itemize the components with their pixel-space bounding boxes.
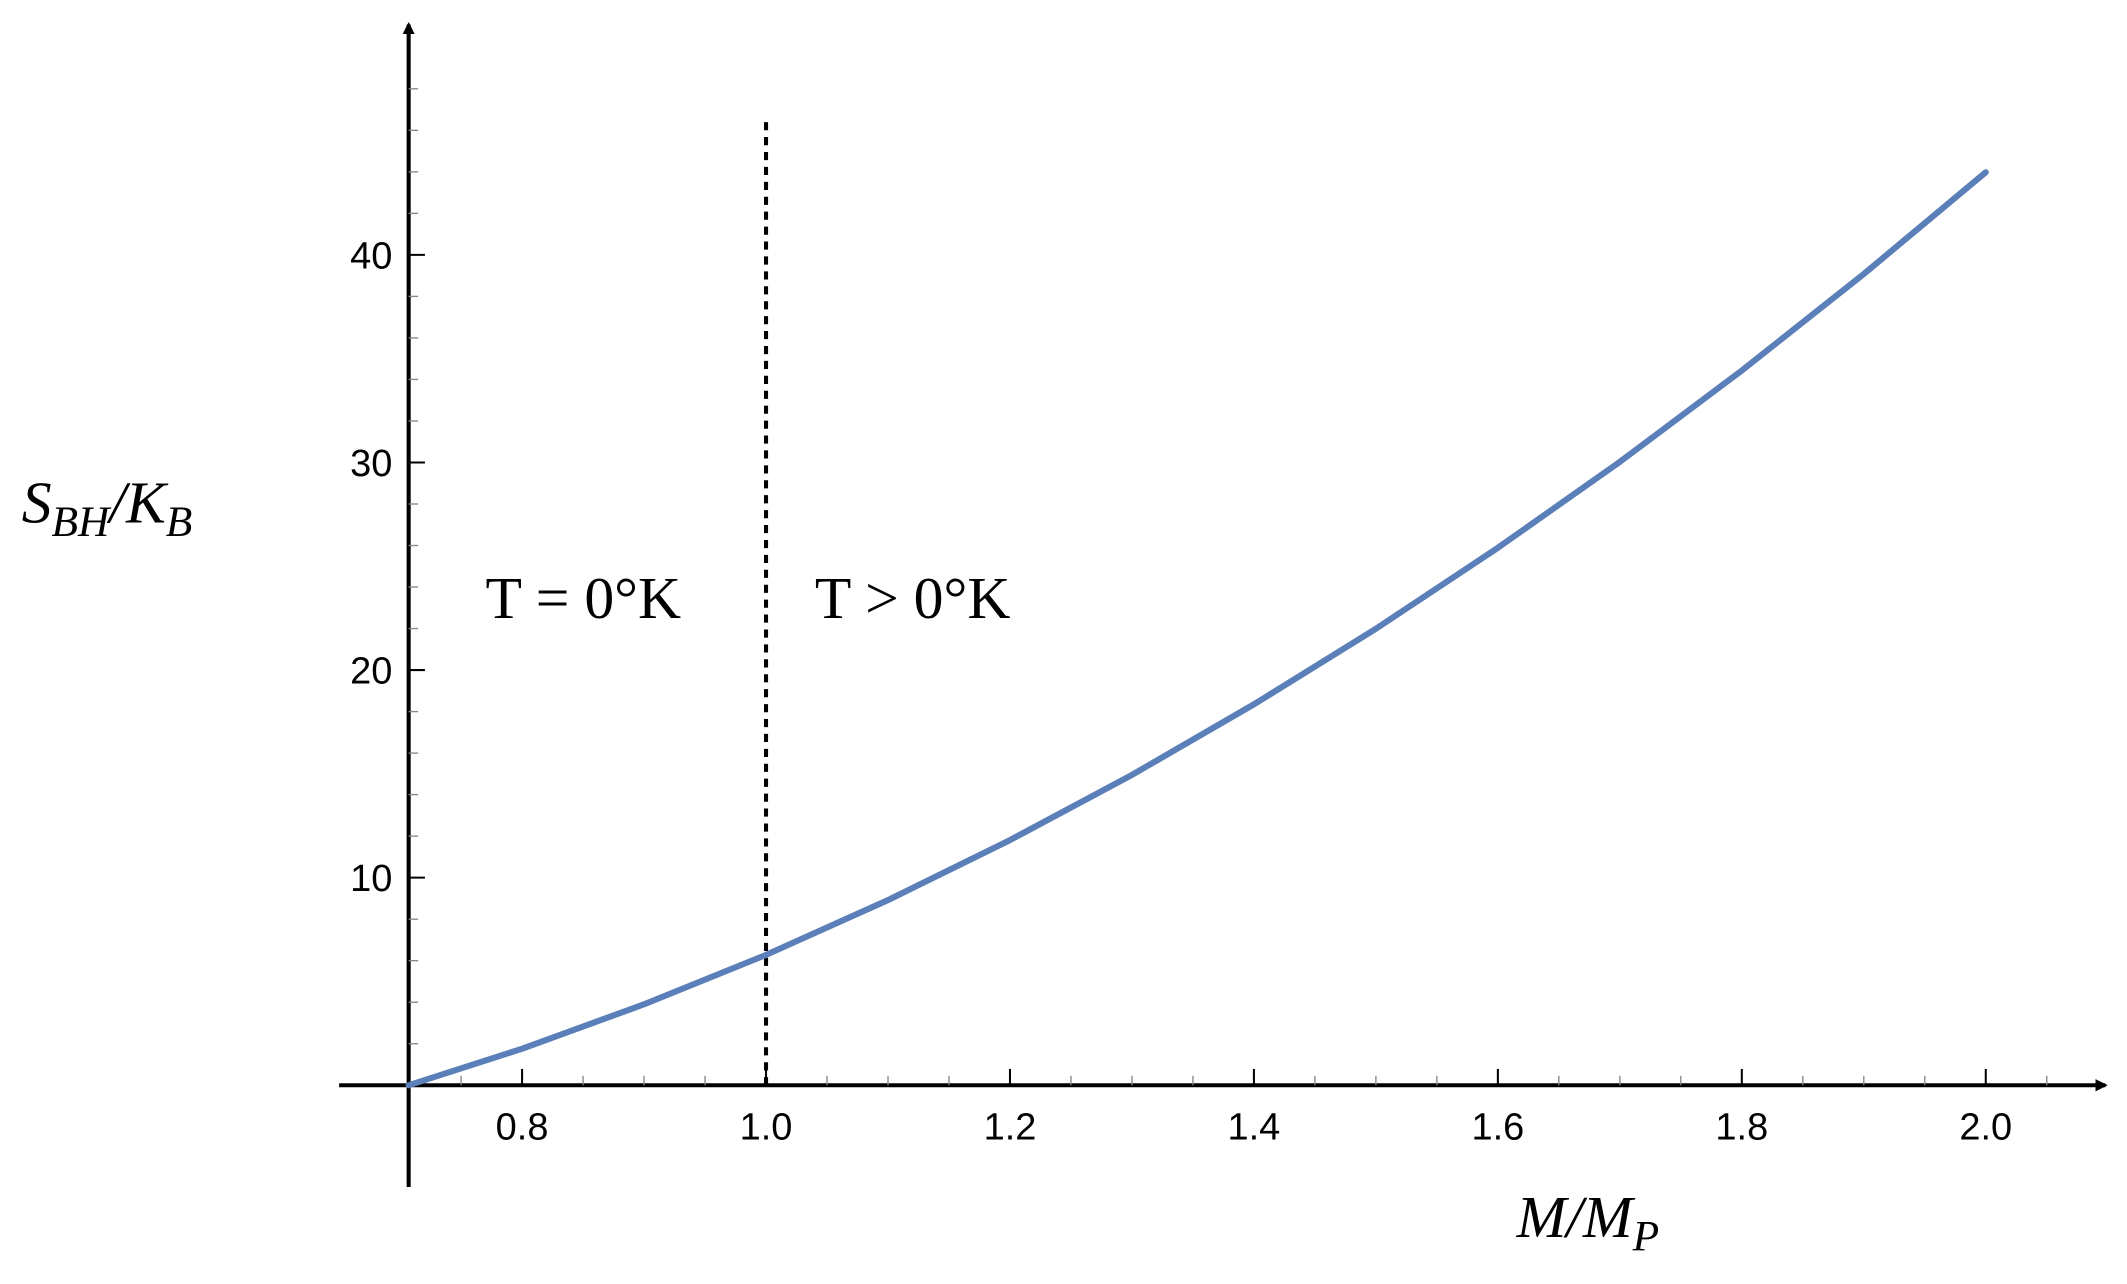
y-axis-label-part: /K [106, 469, 169, 535]
y-axis-label-part: S [22, 469, 52, 535]
y-axis-label-sub: BH [52, 498, 113, 546]
annotation: T = 0°K [485, 565, 681, 631]
x-tick-label: 1.4 [1228, 1107, 1281, 1149]
x-tick-label: 0.8 [496, 1107, 549, 1149]
x-tick-label: 1.8 [1715, 1107, 1768, 1149]
annotation: T > 0°K [815, 565, 1011, 631]
x-tick-label: 1.2 [984, 1107, 1037, 1149]
x-axis-label-part: M/M [1516, 1184, 1636, 1250]
y-tick-label: 40 [350, 235, 392, 277]
x-tick-label: 2.0 [1959, 1107, 2012, 1149]
y-tick-label: 10 [350, 858, 392, 900]
x-axis-label-sub: P [1632, 1213, 1660, 1261]
x-tick-label: 1.0 [740, 1107, 793, 1149]
data-line [405, 169, 1989, 1089]
y-tick-label: 20 [350, 651, 392, 693]
x-axis-label: M/MP [1516, 1184, 1660, 1261]
x-tick-label: 1.6 [1471, 1107, 1524, 1149]
y-axis-label: SBH/KB [22, 469, 193, 546]
y-tick-label: 30 [350, 443, 392, 485]
y-axis-label-sub: B [166, 498, 193, 546]
